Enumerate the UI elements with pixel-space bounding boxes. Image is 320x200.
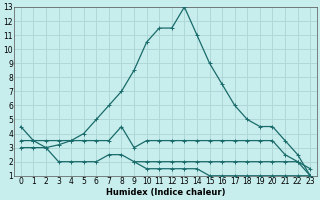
X-axis label: Humidex (Indice chaleur): Humidex (Indice chaleur) <box>106 188 225 197</box>
